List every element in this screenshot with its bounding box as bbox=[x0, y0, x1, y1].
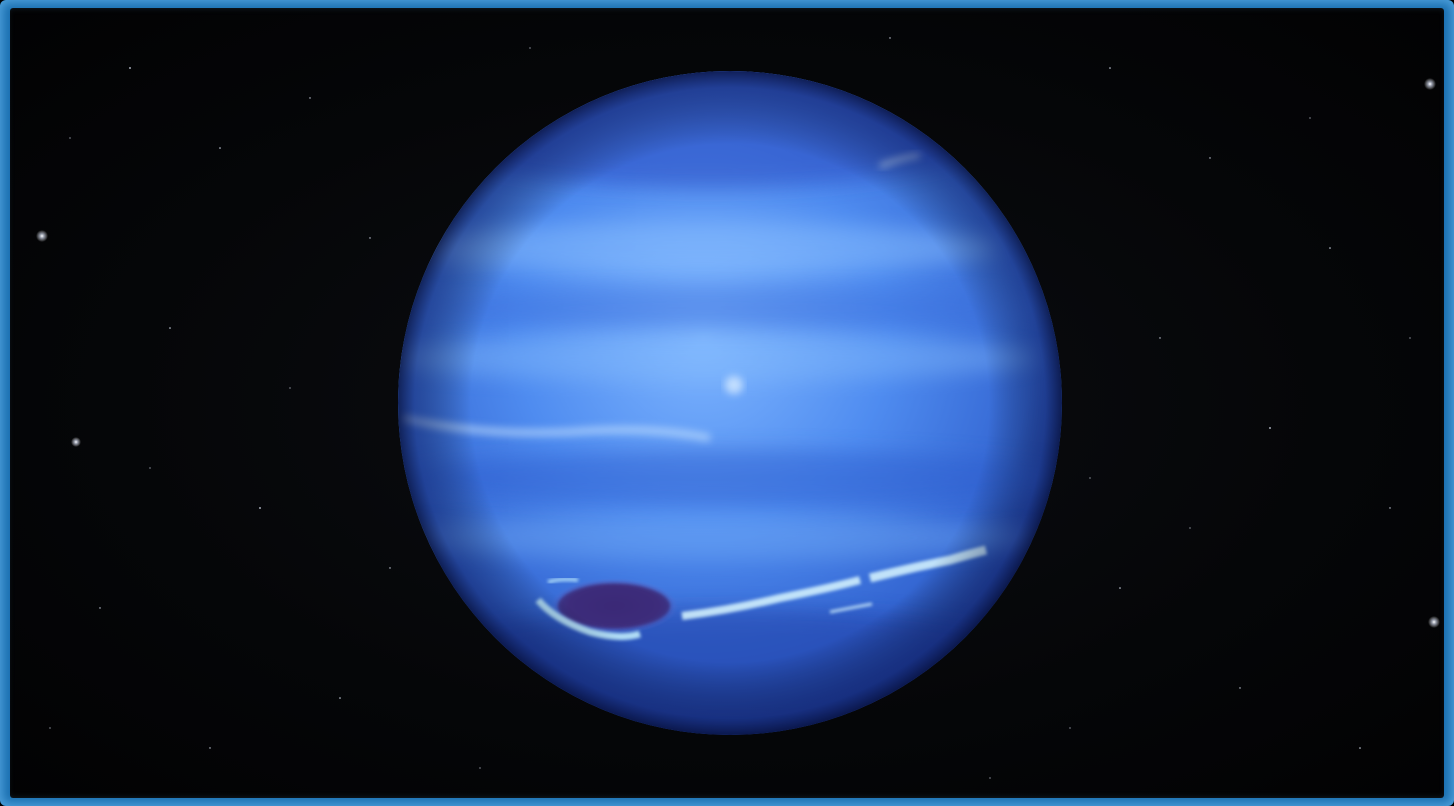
space-background bbox=[10, 8, 1444, 798]
neptune-scene bbox=[36, 37, 1440, 779]
neptune-planet bbox=[398, 71, 1062, 735]
starfield bbox=[36, 37, 1440, 779]
